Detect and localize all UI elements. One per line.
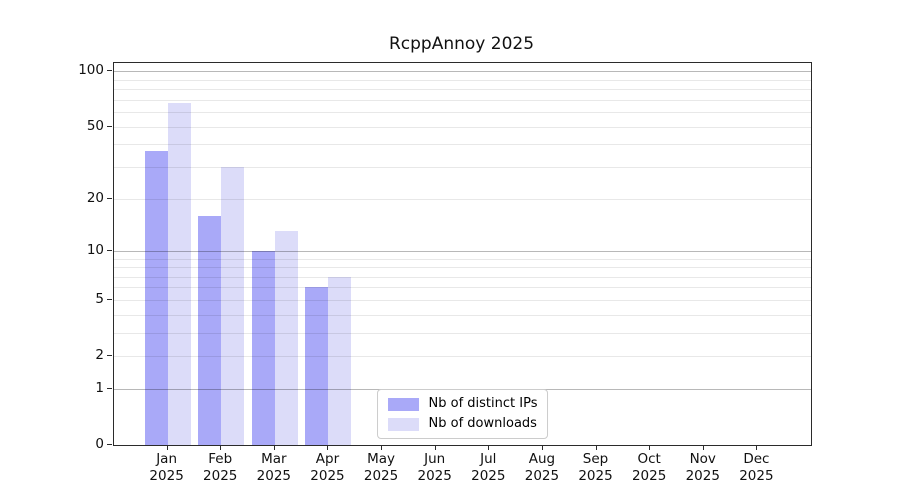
y-tick-label-50: 50: [86, 117, 104, 134]
x-tick-mark-jun: [434, 445, 436, 450]
x-tick-mark-sep: [595, 445, 597, 450]
x-tick-label-oct: Oct 2025: [609, 451, 689, 485]
gridline-minor-90: [114, 79, 811, 81]
x-tick-label-jan: Jan 2025: [127, 451, 207, 485]
x-tick-label-mar: Mar 2025: [234, 451, 314, 485]
x-tick-mark-mar: [273, 445, 275, 450]
y-tick-label-0: 0: [95, 436, 104, 452]
x-tick-label-aug: Aug 2025: [502, 451, 582, 485]
x-tick-mark-apr: [327, 445, 329, 450]
x-tick-label-year: 2025: [149, 468, 184, 484]
y-tick-mark-1: [107, 387, 112, 389]
bar-distinct-ips-feb: [198, 215, 222, 445]
bar-downloads-feb: [221, 167, 245, 445]
y-tick-label-2: 2: [95, 347, 104, 364]
y-tick-mark-5: [107, 298, 112, 300]
gridline-minor-70: [114, 99, 811, 101]
x-tick-label-month: Aug: [528, 451, 556, 467]
chart-title: RcppAnnoy 2025: [388, 34, 535, 54]
gridline-minor-30: [114, 166, 811, 168]
legend-label-downloads: Nb of downloads: [428, 416, 537, 431]
x-tick-label-year: 2025: [631, 468, 667, 484]
plot-area: Nb of distinct IPs Nb of downloads: [113, 62, 812, 446]
y-tick-label-100: 100: [78, 62, 104, 79]
x-tick-label-year: 2025: [417, 468, 452, 484]
x-tick-mark-jul: [488, 445, 490, 450]
x-tick-label-apr: Apr 2025: [287, 451, 367, 485]
legend-swatch-distinct-ips: [387, 397, 419, 411]
legend-item-distinct-ips: Nb of distinct IPs: [387, 396, 538, 412]
legend-item-downloads: Nb of downloads: [387, 416, 538, 432]
x-tick-label-month: Dec: [743, 451, 770, 467]
bar-downloads-mar: [274, 231, 298, 445]
x-tick-label-month: Oct: [637, 451, 661, 467]
y-tick-label-20: 20: [86, 189, 104, 206]
x-tick-label-month: Jul: [480, 451, 497, 467]
x-tick-label-year: 2025: [524, 468, 560, 484]
x-tick-label-may: May 2025: [341, 451, 421, 485]
x-tick-label-year: 2025: [471, 468, 506, 484]
y-tick-mark-20: [107, 197, 112, 199]
legend-swatch-downloads: [387, 417, 419, 431]
x-tick-label-month: Jan: [156, 451, 178, 467]
x-tick-label-year: 2025: [203, 468, 238, 484]
x-tick-label-nov: Nov 2025: [663, 451, 743, 485]
x-tick-label-year: 2025: [363, 468, 399, 484]
x-tick-label-month: Nov: [689, 451, 716, 467]
x-tick-label-year: 2025: [310, 468, 345, 484]
x-tick-mark-dec: [756, 445, 758, 450]
y-tick-label-1: 1: [95, 379, 104, 396]
x-tick-label-month: Feb: [208, 451, 233, 467]
gridline-minor-60: [114, 112, 811, 114]
legend-label-distinct-ips: Nb of distinct IPs: [428, 396, 538, 411]
gridline-minor-80: [114, 89, 811, 91]
x-tick-label-year: 2025: [256, 468, 292, 484]
x-tick-label-month: Jun: [424, 451, 446, 467]
gridline-minor-40: [114, 144, 811, 146]
gridline-minor-20: [114, 198, 811, 200]
y-tick-label-5: 5: [95, 290, 104, 307]
bar-distinct-ips-jan: [144, 150, 168, 445]
bar-downloads-apr: [328, 276, 352, 445]
x-tick-label-jul: Jul 2025: [448, 451, 528, 485]
y-tick-mark-50: [107, 125, 112, 127]
x-tick-mark-feb: [220, 445, 222, 450]
x-tick-mark-aug: [541, 445, 543, 450]
x-tick-label-year: 2025: [739, 468, 774, 484]
x-tick-label-dec: Dec 2025: [716, 451, 796, 485]
x-tick-mark-nov: [702, 445, 704, 450]
x-tick-label-month: May: [367, 451, 396, 467]
x-tick-mark-oct: [649, 445, 651, 450]
y-tick-mark-100: [107, 70, 112, 72]
x-tick-label-month: Mar: [261, 451, 287, 467]
x-tick-mark-jan: [166, 445, 168, 450]
bar-downloads-jan: [167, 103, 191, 445]
x-tick-label-year: 2025: [578, 468, 613, 484]
y-tick-label-10: 10: [86, 241, 104, 258]
gridline-minor-50: [114, 126, 811, 128]
y-tick-mark-2: [107, 355, 112, 357]
x-tick-label-month: Sep: [582, 451, 609, 467]
gridline-major-100: [114, 71, 811, 73]
bar-distinct-ips-apr: [305, 287, 329, 445]
x-tick-mark-may: [381, 445, 383, 450]
x-tick-label-sep: Sep 2025: [556, 451, 636, 485]
legend: Nb of distinct IPs Nb of downloads: [376, 389, 549, 439]
y-tick-mark-0: [107, 444, 112, 445]
bar-distinct-ips-mar: [251, 250, 275, 445]
x-tick-label-month: Apr: [315, 451, 340, 467]
x-tick-label-feb: Feb 2025: [180, 451, 260, 485]
x-tick-label-year: 2025: [685, 468, 720, 484]
y-tick-mark-10: [107, 249, 112, 251]
x-tick-label-jun: Jun 2025: [395, 451, 475, 485]
